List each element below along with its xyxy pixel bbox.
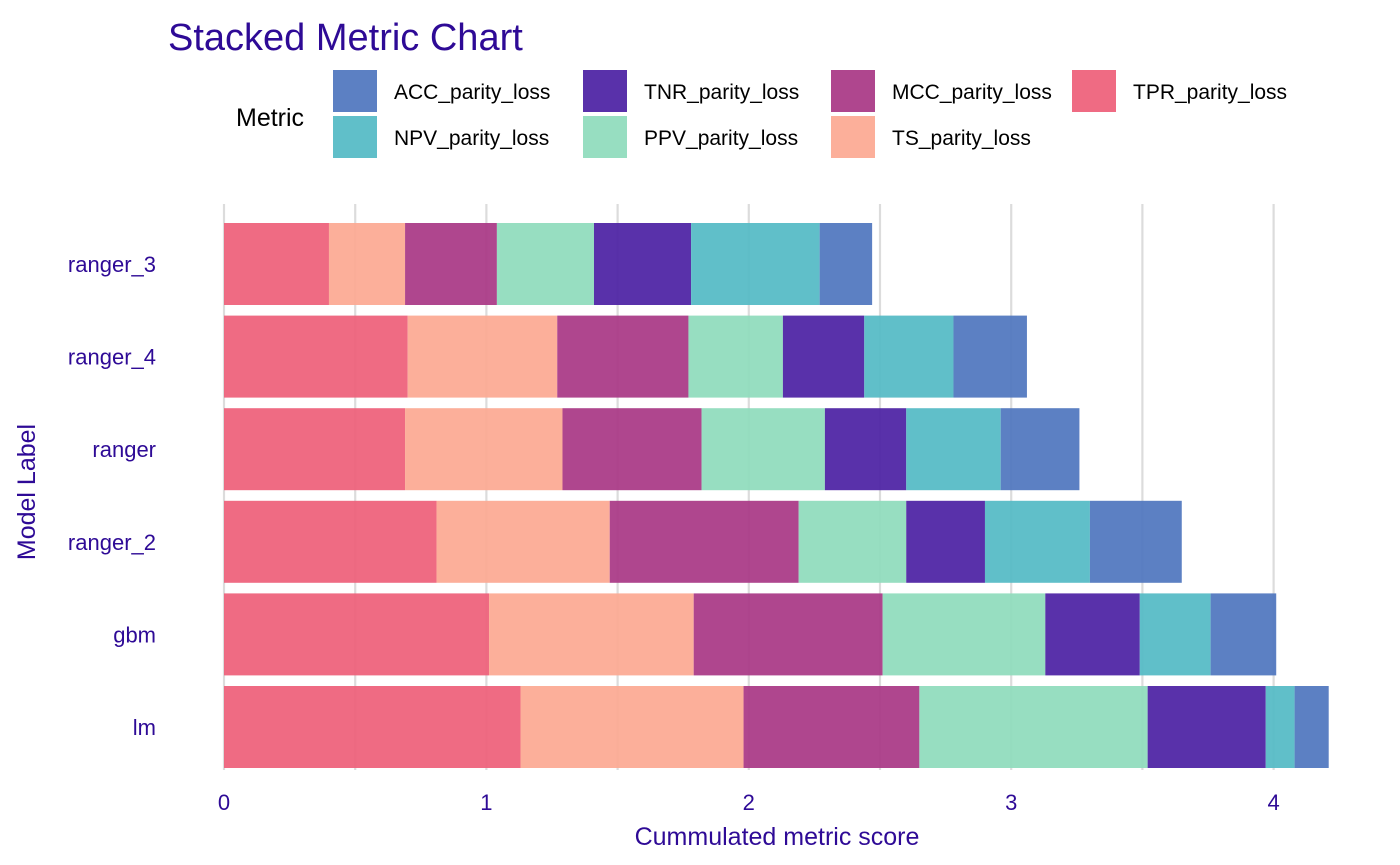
legend-label: PPV_parity_loss xyxy=(644,127,798,150)
legend-label: ACC_parity_loss xyxy=(394,81,550,104)
chart-title: Stacked Metric Chart xyxy=(168,17,523,59)
x-tick-label: 2 xyxy=(743,790,755,815)
bar-segment-lm-ACC_parity_loss xyxy=(1294,686,1329,768)
bar-segment-ranger_2-ACC_parity_loss xyxy=(1089,500,1182,583)
bar-segment-gbm-PPV_parity_loss xyxy=(882,593,1046,676)
bar-segment-lm-NPV_parity_loss xyxy=(1265,686,1295,768)
bar-segment-ranger_4-TNR_parity_loss xyxy=(782,315,865,398)
y-tick-label: ranger_3 xyxy=(68,252,156,277)
bar-segment-ranger_3-ACC_parity_loss xyxy=(819,223,873,305)
x-tick-label: 0 xyxy=(218,790,230,815)
bar-segment-ranger_4-NPV_parity_loss xyxy=(864,315,954,398)
legend-key-TPR_parity_loss xyxy=(1072,70,1116,112)
bar-segment-ranger-ACC_parity_loss xyxy=(1000,408,1080,491)
x-tick-label: 1 xyxy=(480,790,492,815)
legend-key-TNR_parity_loss xyxy=(583,70,627,112)
y-tick-label: ranger_2 xyxy=(68,530,156,555)
bar-segment-gbm-TS_parity_loss xyxy=(489,593,694,676)
legend-key-ACC_parity_loss xyxy=(333,70,377,112)
x-axis-title: Cummulated metric score xyxy=(635,823,920,851)
bar-segment-ranger_4-MCC_parity_loss xyxy=(557,315,689,398)
bar-segment-ranger-TPR_parity_loss xyxy=(224,408,406,491)
legend-key-NPV_parity_loss xyxy=(333,116,377,158)
bar-segment-ranger_2-MCC_parity_loss xyxy=(609,500,799,583)
bar-segment-gbm-MCC_parity_loss xyxy=(693,593,883,676)
bar-segment-gbm-NPV_parity_loss xyxy=(1139,593,1211,676)
bar-segment-ranger_2-NPV_parity_loss xyxy=(984,500,1090,583)
legend-key-PPV_parity_loss xyxy=(583,116,627,158)
bar-segment-ranger_4-TS_parity_loss xyxy=(407,315,558,398)
bar-segment-ranger_3-TPR_parity_loss xyxy=(224,223,329,305)
bar-segment-gbm-TPR_parity_loss xyxy=(224,593,490,676)
legend-label: NPV_parity_loss xyxy=(394,127,549,150)
legend-key-TS_parity_loss xyxy=(831,116,875,158)
bar-segment-ranger_4-PPV_parity_loss xyxy=(688,315,783,398)
bar-segment-lm-TPR_parity_loss xyxy=(224,686,521,768)
bar-segment-ranger_4-ACC_parity_loss xyxy=(953,315,1027,398)
legend-title: Metric xyxy=(236,104,304,132)
bar-segment-ranger-MCC_parity_loss xyxy=(562,408,702,491)
bar-segment-ranger_2-TS_parity_loss xyxy=(436,500,610,583)
legend-label: TS_parity_loss xyxy=(892,127,1031,150)
bar-segment-ranger-TNR_parity_loss xyxy=(824,408,907,491)
y-tick-label: ranger xyxy=(92,437,156,462)
bar-segment-ranger-PPV_parity_loss xyxy=(701,408,825,491)
legend: Metric ACC_parity_loss NPV_parity_loss TNR… xyxy=(236,70,1287,158)
bar-segment-lm-PPV_parity_loss xyxy=(919,686,1148,768)
y-tick-label: lm xyxy=(133,715,156,740)
bars-layer xyxy=(224,223,1329,768)
bar-segment-ranger_2-TNR_parity_loss xyxy=(906,500,985,583)
bar-segment-ranger_2-PPV_parity_loss xyxy=(798,500,907,583)
bar-segment-ranger_2-TPR_parity_loss xyxy=(224,500,437,583)
bar-segment-ranger-TS_parity_loss xyxy=(405,408,563,491)
bar-segment-ranger-NPV_parity_loss xyxy=(906,408,1001,491)
bar-segment-ranger_4-TPR_parity_loss xyxy=(224,315,408,398)
bar-segment-ranger_3-PPV_parity_loss xyxy=(496,223,594,305)
x-tick-label: 4 xyxy=(1267,790,1279,815)
bar-segment-lm-TS_parity_loss xyxy=(520,686,744,768)
y-tick-label: gbm xyxy=(113,622,156,647)
bar-segment-lm-MCC_parity_loss xyxy=(743,686,920,768)
x-tick-label: 3 xyxy=(1005,790,1017,815)
bar-segment-lm-TNR_parity_loss xyxy=(1147,686,1266,768)
legend-label: TNR_parity_loss xyxy=(644,81,799,104)
bar-segment-gbm-TNR_parity_loss xyxy=(1045,593,1140,676)
bar-segment-ranger_3-TS_parity_loss xyxy=(328,223,406,305)
legend-key-MCC_parity_loss xyxy=(831,70,875,112)
legend-label: MCC_parity_loss xyxy=(892,81,1052,104)
bar-segment-ranger_3-MCC_parity_loss xyxy=(405,223,497,305)
y-tick-label: ranger_4 xyxy=(68,345,156,370)
y-axis-title: Model Label xyxy=(13,424,41,560)
legend-label: TPR_parity_loss xyxy=(1133,81,1287,104)
bar-segment-ranger_3-NPV_parity_loss xyxy=(691,223,820,305)
bar-segment-gbm-ACC_parity_loss xyxy=(1210,593,1277,676)
bar-segment-ranger_3-TNR_parity_loss xyxy=(593,223,692,305)
